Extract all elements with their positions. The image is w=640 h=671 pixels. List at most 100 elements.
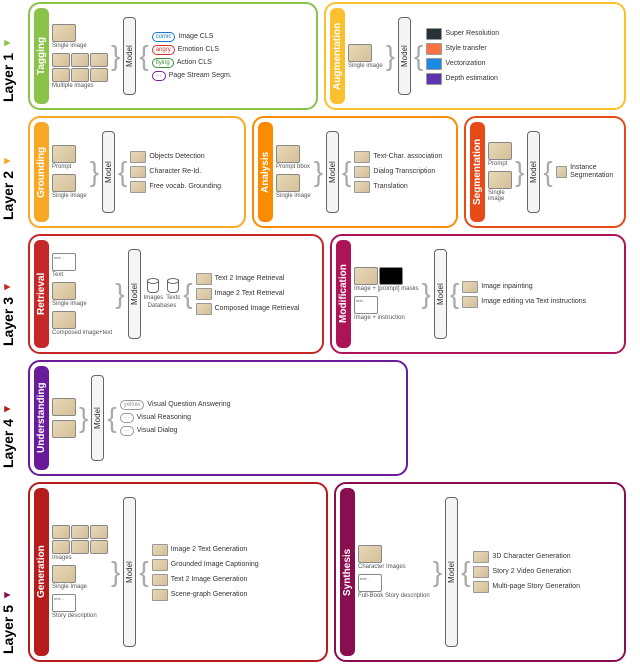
output-item: Image inpainting bbox=[462, 281, 532, 293]
inputs: text...TextSingle imageComposed image+te… bbox=[52, 253, 112, 336]
input-item: Single image bbox=[276, 174, 311, 199]
outputs: Image inpaintingImage editing via Text i… bbox=[462, 281, 617, 308]
bracket-icon: } bbox=[314, 158, 323, 186]
outputs: Super ResolutionStyle transferVectorizat… bbox=[426, 28, 617, 85]
outputs: Text 2 Image RetrievalImage 2 Text Retri… bbox=[196, 273, 315, 315]
thumb bbox=[90, 540, 108, 554]
layer-row: GroundingPromptSingle image}Model{Object… bbox=[28, 116, 636, 228]
input-item: Single image bbox=[52, 174, 87, 199]
bracket-icon: { bbox=[139, 42, 148, 70]
output-item: Super Resolution bbox=[426, 28, 499, 40]
panel-tagging: TaggingSingle imageMultiple images}Model… bbox=[28, 2, 318, 110]
input-label: Story description bbox=[52, 613, 97, 619]
panel-tab: Augmentation bbox=[330, 8, 345, 104]
output-item: Grounded Image Captioning bbox=[152, 559, 259, 571]
output-item: Objects Detection bbox=[130, 151, 204, 163]
thumb bbox=[71, 68, 89, 82]
thumb-mask bbox=[379, 267, 403, 285]
input-label: Single image bbox=[348, 63, 383, 69]
output-item: ···Visual Reasoning bbox=[120, 413, 191, 423]
output-thumb bbox=[130, 181, 146, 193]
bracket-icon: } bbox=[433, 558, 442, 586]
outputs: 3D Character GenerationStory 2 Video Gen… bbox=[473, 551, 617, 593]
input-item: Prompt bbox bbox=[276, 145, 310, 170]
text-thumb: text... bbox=[354, 296, 378, 314]
output-label: Image 2 Text Retrieval bbox=[215, 290, 285, 298]
input-item bbox=[52, 398, 76, 416]
input-label: Image + [prompt] masks bbox=[354, 286, 419, 292]
output-label: Image 2 Text Generation bbox=[171, 546, 248, 554]
bracket-icon: { bbox=[543, 158, 552, 186]
output-thumb bbox=[462, 281, 478, 293]
input-item: Single Image bbox=[52, 565, 87, 590]
panel-tab: Generation bbox=[34, 488, 49, 656]
text-thumb: text... bbox=[52, 253, 76, 271]
output-label: Text 2 Image Generation bbox=[171, 576, 248, 584]
input-item: text...Story description bbox=[52, 594, 97, 619]
input-item: text...Full-Book Story description bbox=[358, 574, 430, 599]
thumb bbox=[90, 53, 108, 67]
model-box: Model bbox=[123, 497, 136, 647]
output-item: Dialog Transcription bbox=[354, 166, 435, 178]
layer-label-text: Layer 5 bbox=[0, 605, 16, 654]
output-label: Visual Reasoning bbox=[137, 414, 191, 422]
layer-label-text: Layer 2 bbox=[0, 171, 16, 220]
output-label: Page Stream Segm. bbox=[169, 72, 232, 80]
output-thumb bbox=[354, 151, 370, 163]
output-thumb bbox=[473, 551, 489, 563]
output-thumb bbox=[196, 273, 212, 285]
output-label: Multi-page Story Generation bbox=[492, 583, 580, 591]
output-swatch bbox=[426, 58, 442, 70]
thumb bbox=[71, 53, 89, 67]
bracket-icon: { bbox=[342, 158, 351, 186]
arrow-icon: ▼ bbox=[2, 282, 14, 293]
input-label: Single Image bbox=[52, 584, 87, 590]
bracket-icon: { bbox=[107, 404, 116, 432]
model-box: Model bbox=[445, 497, 458, 647]
output-label: Super Resolution bbox=[445, 30, 499, 38]
output-thumb bbox=[152, 559, 168, 571]
model-box: Model bbox=[434, 249, 447, 339]
bracket-icon: { bbox=[450, 280, 459, 308]
panel-synthesis: SynthesisCharacter Imagestext...Full-Boo… bbox=[334, 482, 626, 662]
output-item: Composed Image Retrieval bbox=[196, 303, 300, 315]
thumb bbox=[52, 145, 76, 163]
arrow-icon: ▼ bbox=[2, 404, 14, 415]
panel-body: PromptSingle image}Model{Objects Detecti… bbox=[49, 122, 240, 222]
input-label: Image + instruction bbox=[354, 315, 405, 321]
output-tag: ··· bbox=[120, 413, 134, 423]
output-label: Image inpainting bbox=[481, 283, 532, 291]
output-item: yellowVisual Question Answering bbox=[120, 400, 231, 410]
bracket-icon: } bbox=[386, 42, 395, 70]
layer-label: Layer 5▼ bbox=[0, 490, 16, 654]
bracket-icon: } bbox=[515, 158, 524, 186]
input-item: text...Text bbox=[52, 253, 76, 278]
output-item: flyingAction CLS bbox=[152, 58, 212, 68]
panel-analysis: AnalysisPrompt bboxSingle image}Model{Te… bbox=[252, 116, 458, 228]
layer-label-text: Layer 3 bbox=[0, 297, 16, 346]
outputs: Image 2 Text Generation Grounded Image Ca… bbox=[152, 544, 319, 601]
output-thumb bbox=[152, 589, 168, 601]
bracket-icon: { bbox=[461, 558, 470, 586]
inputs: Prompt bbox Single image bbox=[276, 145, 311, 199]
model-box: Model bbox=[128, 249, 141, 339]
output-label: Text-Char. association bbox=[373, 153, 442, 161]
databases: ImagesTextsDatabases bbox=[144, 279, 181, 309]
panel-tab: Modification bbox=[336, 240, 351, 348]
output-thumb bbox=[556, 166, 567, 178]
bracket-icon: } bbox=[111, 558, 120, 586]
inputs: Image + [prompt] masks text...Image + ins… bbox=[354, 267, 419, 321]
output-thumb bbox=[196, 303, 212, 315]
output-thumb bbox=[152, 574, 168, 586]
panel-segmentation: SegmentationPromptSingle image}Model{Ins… bbox=[464, 116, 626, 228]
thumb bbox=[52, 53, 70, 67]
inputs: PromptSingle image bbox=[52, 145, 87, 199]
panel-tab: Retrieval bbox=[34, 240, 49, 348]
output-item: Free vocab. Grounding bbox=[130, 181, 221, 193]
input-label: Character Images bbox=[358, 564, 406, 570]
output-label: 3D Character Generation bbox=[492, 553, 570, 561]
input-item: Composed image+text bbox=[52, 311, 112, 336]
inputs: Single image bbox=[348, 44, 383, 69]
panel-tab: Analysis bbox=[258, 122, 273, 222]
thumb bbox=[52, 282, 76, 300]
